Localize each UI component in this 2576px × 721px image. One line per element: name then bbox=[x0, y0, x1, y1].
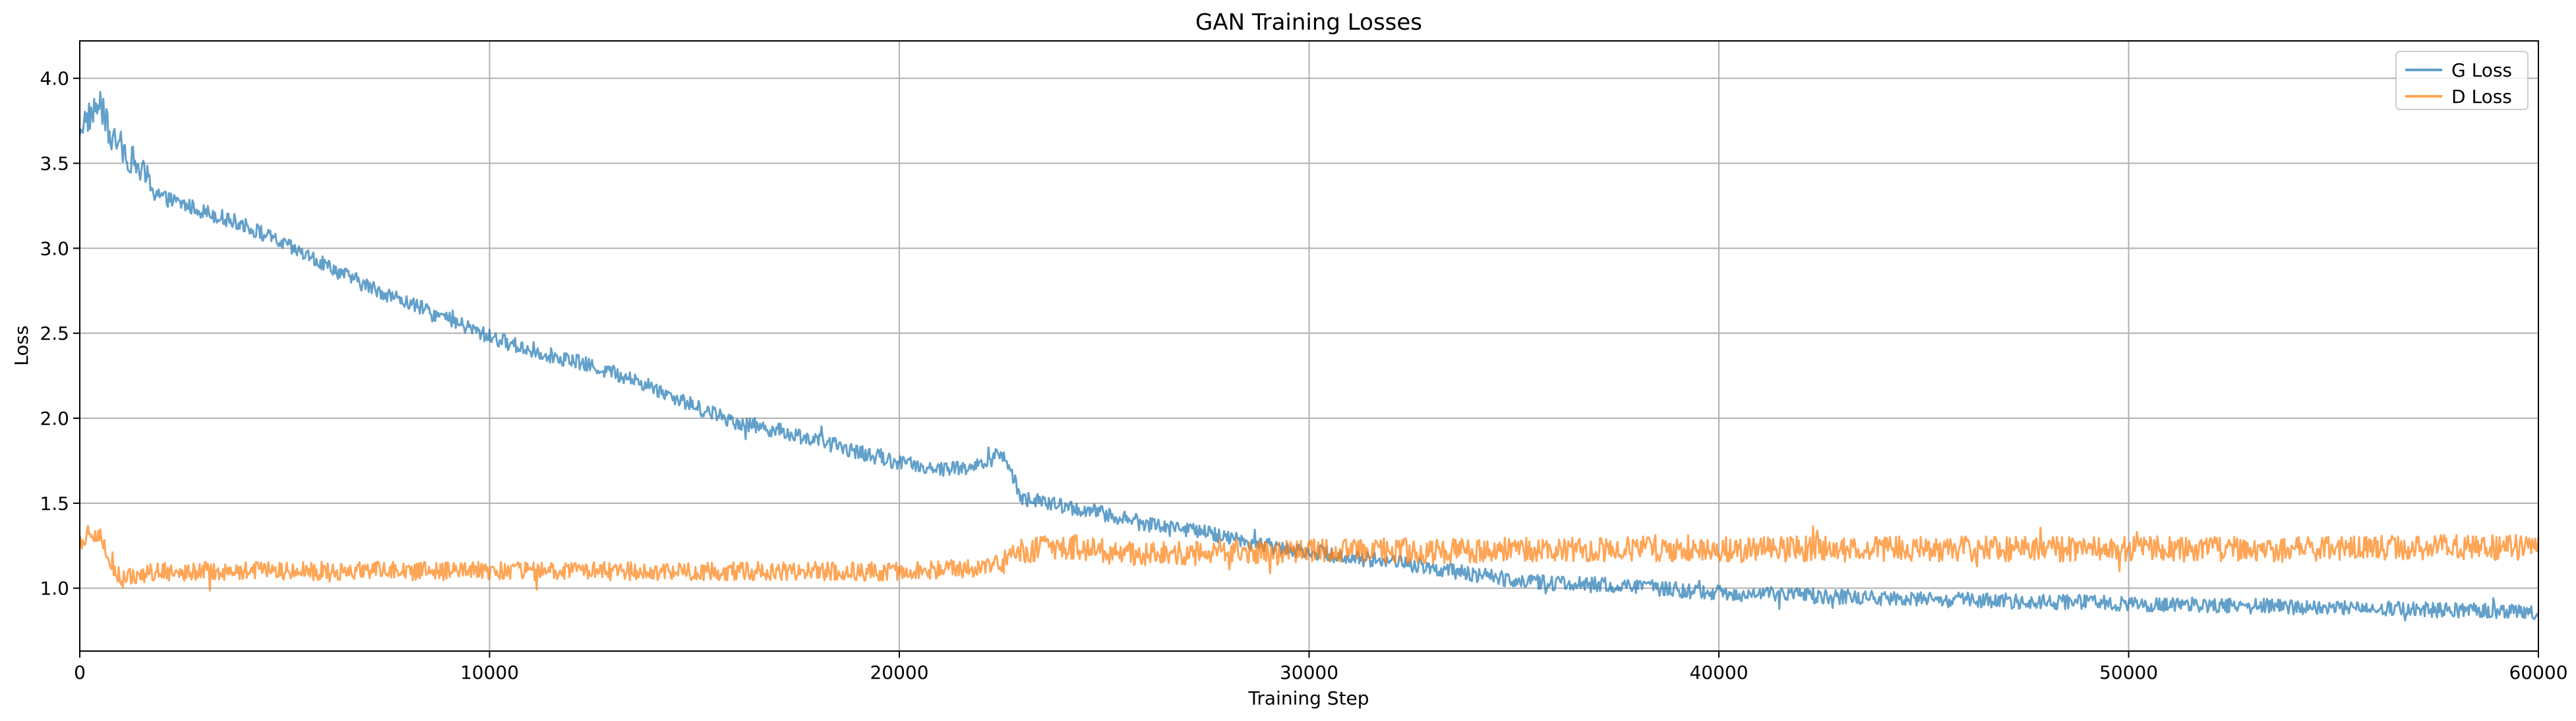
series-layer bbox=[78, 90, 2540, 621]
x-tick-label: 10000 bbox=[460, 662, 519, 683]
y-tick-label: 4.0 bbox=[40, 68, 69, 90]
y-tick-label: 1.0 bbox=[40, 578, 69, 600]
y-tick-label: 2.0 bbox=[40, 408, 69, 429]
x-tick-label: 60000 bbox=[2509, 662, 2567, 683]
x-tick-label: 40000 bbox=[1689, 662, 1748, 683]
y-tick-label: 2.5 bbox=[40, 323, 69, 344]
x-tick-label: 20000 bbox=[870, 662, 928, 683]
chart-title: GAN Training Losses bbox=[1195, 9, 1422, 36]
x-tick-label: 0 bbox=[74, 662, 86, 683]
y-axis-label: Loss bbox=[11, 325, 32, 365]
y-tick-label: 3.5 bbox=[40, 153, 69, 175]
legend: G Loss D Loss bbox=[2395, 51, 2529, 110]
x-axis-label: Training Step bbox=[1247, 687, 1369, 709]
x-tick-label: 30000 bbox=[1280, 662, 1338, 683]
series-line-d-loss bbox=[78, 524, 2540, 592]
series-line-g-loss bbox=[78, 90, 2540, 621]
y-tick-label: 1.5 bbox=[40, 493, 69, 515]
x-tick-label: 50000 bbox=[2099, 662, 2158, 683]
legend-label: G Loss bbox=[2451, 59, 2512, 81]
grid-layer bbox=[79, 41, 2539, 651]
tick-layer: 0 10000 20000 30000 40000 50000 60000 1.0 1.5 2.0… bbox=[40, 68, 2567, 683]
y-tick-label: 3.0 bbox=[40, 237, 69, 259]
legend-label: D Loss bbox=[2451, 86, 2512, 108]
